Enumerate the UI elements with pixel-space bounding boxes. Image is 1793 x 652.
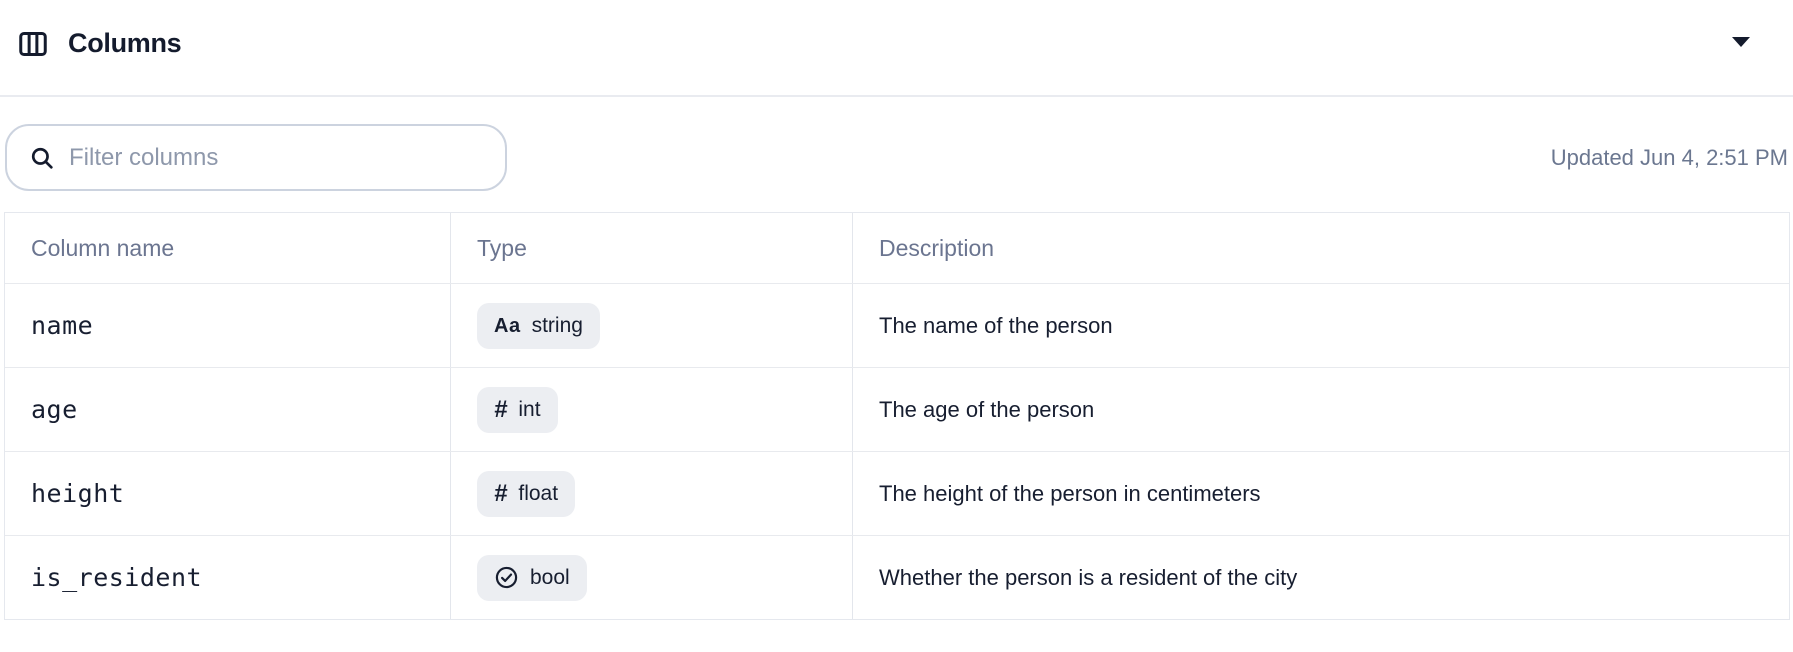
description-cell: Whether the person is a resident of the … <box>853 536 1789 619</box>
table-header-row: Column name Type Description <box>5 213 1789 283</box>
column-name: height <box>31 479 125 508</box>
column-name-cell: name <box>5 284 451 367</box>
type-badge: bool <box>477 554 587 601</box>
filter-field <box>5 124 507 191</box>
description-text: The name of the person <box>879 312 1113 338</box>
check-circle-icon <box>494 565 519 590</box>
filter-columns-input[interactable] <box>5 124 507 191</box>
updated-timestamp: Updated Jun 4, 2:51 PM <box>1550 144 1788 170</box>
table-row[interactable]: is_resident bool Whether the person is a… <box>5 535 1789 619</box>
column-name: age <box>31 395 78 424</box>
type-label: string <box>531 313 583 337</box>
collapse-button[interactable] <box>1725 28 1757 60</box>
column-name: is_resident <box>31 563 203 592</box>
description-text: Whether the person is a resident of the … <box>879 564 1298 590</box>
header-type: Type <box>451 213 853 283</box>
type-label: int <box>518 397 541 421</box>
type-cell: bool <box>451 536 853 619</box>
column-name: name <box>31 311 94 340</box>
hash-icon: # <box>494 395 508 423</box>
type-label: bool <box>530 565 570 589</box>
type-cell: # int <box>451 368 853 451</box>
description-cell: The height of the person in centimeters <box>853 452 1789 535</box>
type-badge: # float <box>477 470 576 517</box>
section-title: Columns <box>68 28 182 58</box>
type-badge: # int <box>477 386 558 433</box>
section-header: Columns <box>0 0 1793 97</box>
description-cell: The name of the person <box>853 284 1789 367</box>
table-row[interactable]: age # int The age of the person <box>5 367 1789 451</box>
aa-icon: Aa <box>494 314 521 337</box>
column-name-cell: age <box>5 368 451 451</box>
columns-table: Column name Type Description name Aa str… <box>4 212 1790 620</box>
hash-icon: # <box>494 479 508 507</box>
caret-down-icon <box>1731 36 1751 51</box>
type-cell: Aa string <box>451 284 853 367</box>
columns-icon <box>18 29 48 59</box>
column-name-cell: height <box>5 452 451 535</box>
description-text: The height of the person in centimeters <box>879 480 1261 506</box>
table-row[interactable]: name Aa string The name of the person <box>5 283 1789 367</box>
toolbar: Updated Jun 4, 2:51 PM <box>5 124 1790 191</box>
table-row[interactable]: height # float The height of the person … <box>5 451 1789 535</box>
type-badge: Aa string <box>477 302 600 349</box>
type-cell: # float <box>451 452 853 535</box>
table-body: name Aa string The name of the person ag… <box>5 283 1789 619</box>
column-name-cell: is_resident <box>5 536 451 619</box>
description-cell: The age of the person <box>853 368 1789 451</box>
description-text: The age of the person <box>879 396 1095 422</box>
header-column-name: Column name <box>5 213 451 283</box>
header-description: Description <box>879 234 995 261</box>
type-label: float <box>518 481 559 505</box>
